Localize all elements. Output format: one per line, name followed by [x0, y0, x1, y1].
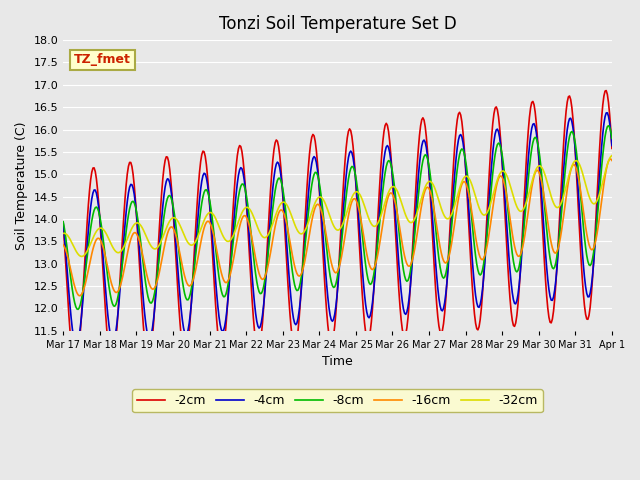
-2cm [60, 220, 67, 226]
-16cm [367, 266, 375, 272]
-2cm [602, 88, 610, 94]
-2cm [367, 319, 375, 325]
-16cm [607, 156, 614, 162]
-32cm [60, 230, 67, 236]
-8cm [464, 173, 472, 179]
-16cm [464, 186, 472, 192]
-2cm [559, 156, 566, 162]
Line: -2cm: -2cm [63, 91, 612, 367]
-2cm [292, 343, 300, 348]
-2cm [608, 145, 616, 151]
-8cm [74, 307, 82, 312]
-8cm [559, 196, 566, 202]
-4cm [292, 322, 300, 327]
-32cm [394, 189, 401, 195]
-4cm [72, 342, 79, 348]
-8cm [605, 123, 612, 129]
-8cm [367, 281, 375, 287]
-4cm [608, 143, 616, 148]
-16cm [231, 248, 239, 254]
Line: -32cm: -32cm [63, 156, 612, 256]
-16cm [60, 242, 67, 248]
-8cm [231, 221, 239, 227]
-4cm [604, 110, 611, 116]
Title: Tonzi Soil Temperature Set D: Tonzi Soil Temperature Set D [219, 15, 456, 33]
Text: TZ_fmet: TZ_fmet [74, 53, 131, 66]
-32cm [231, 228, 239, 234]
-2cm [394, 269, 401, 275]
-4cm [231, 204, 239, 210]
-8cm [394, 216, 401, 221]
-32cm [292, 224, 300, 230]
-8cm [292, 286, 300, 291]
-2cm [464, 201, 472, 206]
-16cm [608, 157, 616, 163]
Legend: -2cm, -4cm, -8cm, -16cm, -32cm: -2cm, -4cm, -8cm, -16cm, -32cm [132, 389, 543, 412]
Y-axis label: Soil Temperature (C): Soil Temperature (C) [15, 121, 28, 250]
-8cm [608, 135, 616, 141]
-2cm [72, 364, 79, 370]
-4cm [559, 181, 566, 187]
-4cm [60, 219, 67, 225]
Line: -8cm: -8cm [63, 126, 612, 310]
Line: -16cm: -16cm [63, 159, 612, 296]
-16cm [394, 213, 401, 218]
-8cm [60, 219, 67, 225]
-4cm [367, 308, 375, 313]
-4cm [464, 189, 472, 194]
-32cm [367, 221, 375, 227]
-16cm [559, 220, 566, 226]
-32cm [559, 196, 566, 202]
X-axis label: Time: Time [322, 355, 353, 369]
-32cm [77, 253, 85, 259]
-2cm [231, 177, 239, 183]
-32cm [608, 153, 616, 158]
-16cm [76, 293, 83, 299]
Line: -4cm: -4cm [63, 113, 612, 345]
-32cm [464, 174, 472, 180]
-16cm [292, 267, 300, 273]
-4cm [394, 246, 401, 252]
